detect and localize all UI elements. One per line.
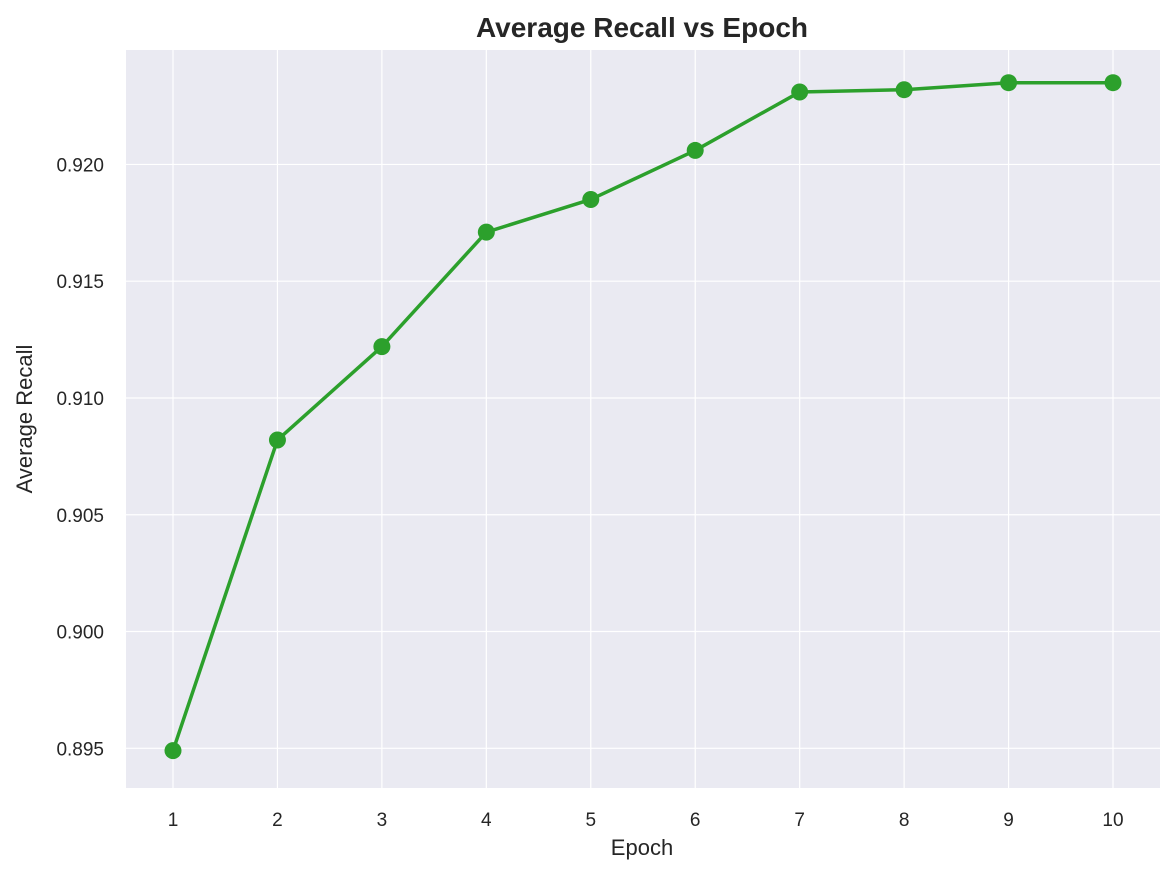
data-point-marker — [268, 431, 286, 449]
series-line — [171, 80, 1115, 753]
series-layer — [164, 74, 1122, 760]
y-tick-label: 0.895 — [56, 739, 104, 760]
data-point-marker — [686, 141, 704, 159]
data-point-marker — [791, 83, 809, 101]
y-tick-label: 0.915 — [56, 272, 104, 293]
x-tick-label: 5 — [585, 810, 596, 831]
x-axis-ticks: 1 2 3 4 5 6 7 8 9 10 — [168, 810, 1124, 831]
data-point-marker — [1000, 74, 1018, 92]
x-tick-label: 7 — [794, 810, 805, 831]
x-tick-label: 4 — [481, 810, 492, 831]
y-axis-label: Average Recall — [12, 345, 37, 494]
x-axis-label: Epoch — [611, 835, 673, 860]
y-tick-label: 0.900 — [56, 623, 104, 644]
x-tick-label: 1 — [168, 810, 179, 831]
plot-area — [126, 50, 1160, 788]
x-tick-label: 2 — [272, 810, 283, 831]
data-point-marker — [164, 742, 182, 760]
x-tick-label: 6 — [690, 810, 701, 831]
y-tick-label: 0.910 — [56, 389, 104, 410]
x-tick-label: 8 — [899, 810, 910, 831]
data-point-marker — [477, 223, 495, 241]
x-tick-label: 9 — [1003, 810, 1014, 831]
data-point-marker — [582, 190, 600, 208]
data-point-marker — [373, 338, 391, 356]
y-axis-ticks: 0.895 0.900 0.905 0.910 0.915 0.920 — [56, 155, 104, 760]
data-point-marker — [895, 81, 913, 99]
data-point-marker — [1104, 74, 1122, 92]
grid-lines — [126, 50, 1160, 788]
chart-title: Average Recall vs Epoch — [476, 12, 808, 43]
x-tick-label: 3 — [377, 810, 388, 831]
y-tick-label: 0.920 — [56, 155, 104, 176]
y-tick-label: 0.905 — [56, 506, 104, 527]
x-tick-label: 10 — [1102, 810, 1123, 831]
